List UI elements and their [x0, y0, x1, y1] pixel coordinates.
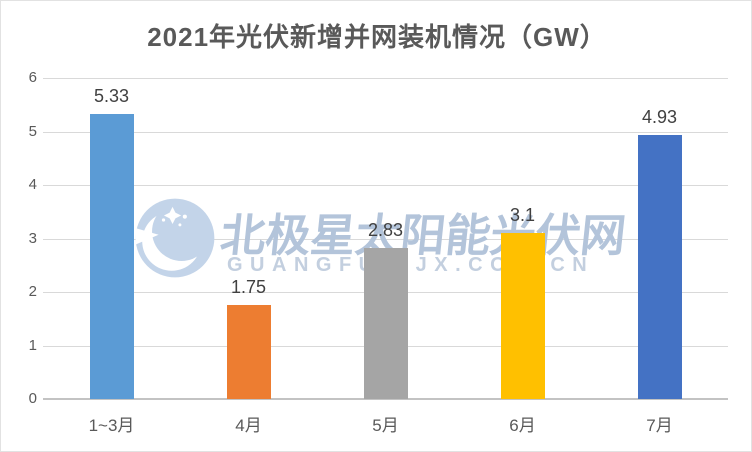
y-axis-label-0: 0 [28, 390, 37, 407]
x-axis-label-1~3月: 1~3月 [88, 416, 135, 435]
x-axis-label-5月: 5月 [372, 416, 399, 435]
y-axis-label-4: 4 [28, 176, 37, 193]
y-axis-label-5: 5 [28, 122, 37, 140]
y-axis-label-2: 2 [28, 283, 37, 300]
bar-6月 [500, 233, 545, 399]
gridline-0 [43, 398, 728, 400]
x-axis-label-7月: 7月 [646, 416, 673, 435]
bar-4月 [226, 305, 271, 399]
gridline-4 [43, 185, 728, 186]
bar-1~3月 [89, 113, 134, 399]
y-axis-label-6: 6 [28, 69, 37, 86]
y-axis-label-3: 3 [28, 229, 37, 247]
gridline-6 [43, 78, 728, 79]
gridline-3 [43, 238, 728, 240]
value-label-1~3月: 5.33 [93, 85, 130, 106]
bar-7月 [637, 135, 682, 399]
x-axis-label-4月: 4月 [235, 416, 262, 435]
gridline-5 [43, 131, 728, 133]
chart-title: 2021年光伏新增并网装机情况（GW） [147, 22, 607, 52]
value-label-7月: 4.93 [641, 107, 678, 128]
y-axis-label-1: 1 [28, 336, 37, 354]
x-axis-label-6月: 6月 [509, 416, 536, 435]
value-label-4月: 1.75 [230, 277, 267, 298]
value-label-6月: 3.1 [509, 205, 536, 226]
bar-5月 [363, 247, 408, 399]
value-label-5月: 2.83 [367, 219, 404, 240]
